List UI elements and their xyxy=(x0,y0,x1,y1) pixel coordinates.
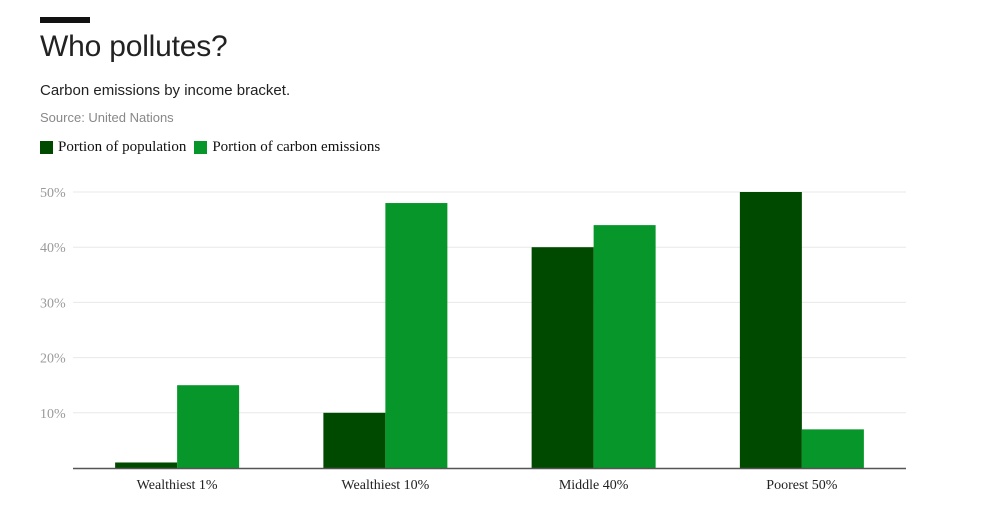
y-tick-label: 10% xyxy=(40,407,66,422)
legend-swatch-emissions xyxy=(194,141,208,154)
bar-emissions[interactable] xyxy=(177,385,240,468)
bar-population[interactable] xyxy=(531,247,594,468)
legend-item-emissions[interactable]: Portion of carbon emissions xyxy=(194,139,380,156)
bar-emissions[interactable] xyxy=(801,429,864,468)
title-accent-bar xyxy=(40,17,90,23)
bar-emissions[interactable] xyxy=(593,225,656,468)
bar-population[interactable] xyxy=(323,412,386,468)
x-category-label: Poorest 50% xyxy=(766,478,838,493)
legend-item-population[interactable]: Portion of population xyxy=(40,139,186,156)
legend: Portion of population Portion of carbon … xyxy=(40,139,388,156)
bar-population[interactable] xyxy=(739,192,802,468)
y-tick-label: 50% xyxy=(40,186,66,201)
legend-label-emissions: Portion of carbon emissions xyxy=(212,139,381,155)
x-category-label: Middle 40% xyxy=(559,478,629,493)
bar-population[interactable] xyxy=(115,462,178,468)
legend-swatch-population xyxy=(40,141,53,154)
legend-label-population: Portion of population xyxy=(58,139,187,155)
x-category-label: Wealthiest 1% xyxy=(137,478,218,493)
chart-subtitle: Carbon emissions by income bracket. xyxy=(40,82,291,99)
y-tick-label: 40% xyxy=(40,241,66,256)
y-tick-label: 20% xyxy=(40,352,66,367)
chart-source: Source: United Nations xyxy=(40,110,174,125)
bar-emissions[interactable] xyxy=(385,203,448,469)
y-tick-label: 30% xyxy=(40,296,66,311)
x-category-label: Wealthiest 10% xyxy=(341,478,429,493)
chart-title: Who pollutes? xyxy=(40,30,228,63)
